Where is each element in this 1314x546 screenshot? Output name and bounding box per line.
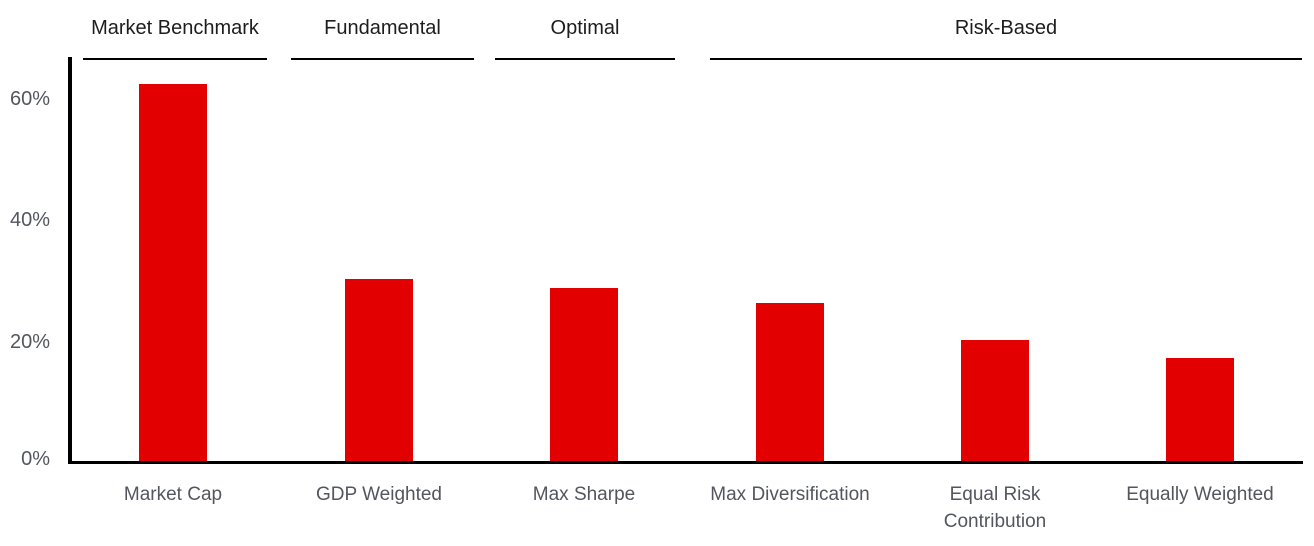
group-header-label: Fundamental	[324, 17, 441, 39]
x-axis-line	[68, 461, 1303, 464]
x-category-label: Equally Weighted	[1126, 484, 1274, 505]
x-category-label: Market Cap	[123, 484, 223, 505]
group-header-underline	[291, 58, 474, 60]
x-category-label: GDP Weighted	[315, 484, 443, 505]
group-header-underline	[83, 58, 267, 60]
bar-gdp-weighted	[345, 278, 413, 461]
bar-max-diversification	[756, 303, 824, 461]
y-tick-label: 20%	[9, 330, 50, 353]
bar-market-cap	[139, 84, 207, 461]
group-header-underline	[710, 58, 1302, 60]
group-header-label: Optimal	[550, 17, 620, 39]
y-axis-line	[68, 57, 72, 464]
group-header-label: Risk-Based	[954, 17, 1058, 39]
bar-max-sharpe	[550, 287, 618, 461]
y-tick-label: 0%	[21, 448, 50, 470]
bar-equally-weighted	[1166, 357, 1234, 461]
x-category-label: Max Diversification	[710, 484, 870, 505]
x-category-label: Max Sharpe	[532, 484, 636, 505]
x-category-label: Equal Risk Contribution	[943, 484, 1047, 532]
bar-equal-risk-contribution	[961, 339, 1029, 461]
group-header-label: Market Benchmark	[91, 17, 259, 39]
y-tick-label: 40%	[9, 209, 50, 231]
y-tick-label: 60%	[9, 87, 50, 110]
group-header-underline	[495, 58, 675, 60]
